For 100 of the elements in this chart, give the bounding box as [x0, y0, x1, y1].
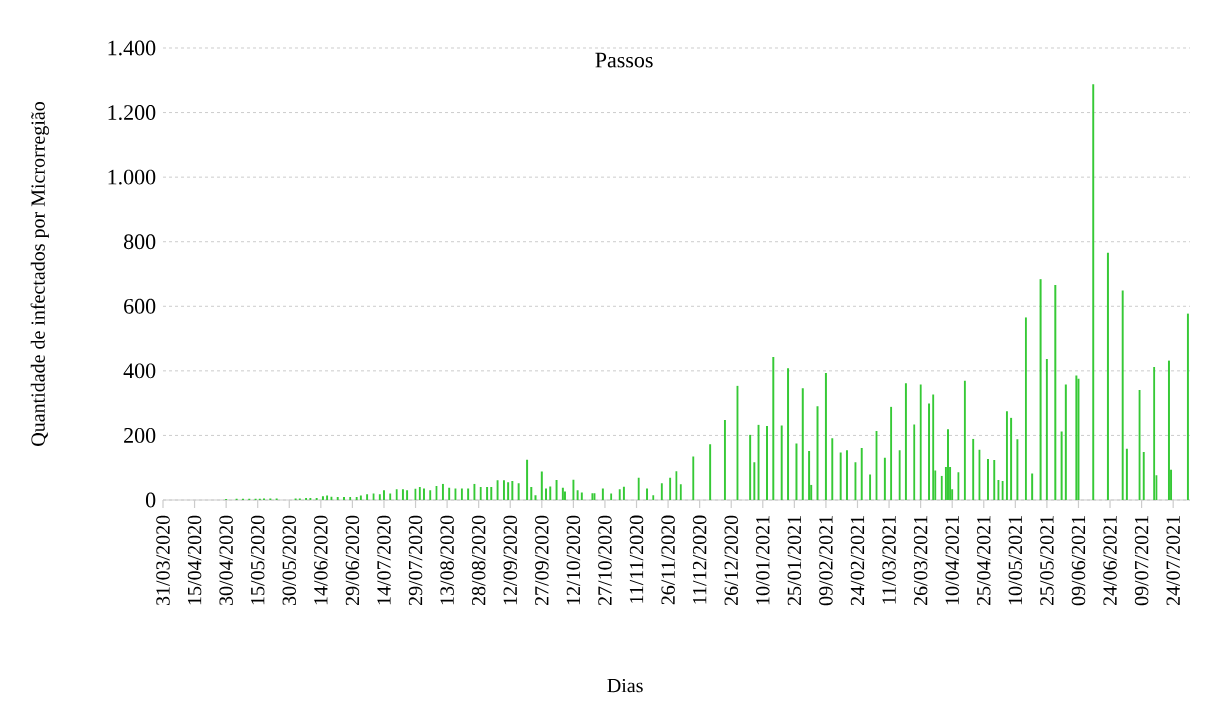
bar [679, 484, 682, 500]
bar [401, 489, 404, 500]
x-tick-label: 31/03/2020 [156, 515, 170, 606]
x-tick-label: 11/12/2020 [692, 515, 707, 604]
bar [382, 490, 385, 500]
x-tick-label: 28/08/2020 [471, 515, 486, 606]
chart-title: Passos [595, 52, 653, 68]
bar [467, 488, 470, 500]
bar [963, 380, 966, 500]
bar [618, 489, 621, 500]
x-tick-label: 15/04/2020 [187, 515, 202, 605]
bar [359, 495, 362, 500]
bar [534, 495, 537, 500]
bar [637, 477, 640, 500]
bar [540, 471, 543, 500]
bar [336, 497, 339, 500]
x-tick-label: 11/03/2021 [882, 516, 896, 604]
bar [580, 492, 583, 500]
bar [1106, 252, 1109, 500]
y-tick-label: 200 [124, 428, 156, 443]
bar [1054, 284, 1057, 500]
x-tick-label: 12/09/2020 [503, 515, 517, 605]
bar [1121, 290, 1124, 500]
bar [766, 426, 768, 500]
bar [652, 495, 655, 500]
bar [526, 459, 529, 500]
bar [669, 477, 672, 500]
bar [753, 462, 756, 500]
y-axis-title: Quantidade de infectados por Microrregião [30, 102, 49, 446]
bar [326, 495, 329, 500]
bar [709, 444, 712, 500]
x-tick-label: 10/04/2021 [945, 516, 959, 605]
bar [824, 373, 827, 500]
bar [473, 483, 476, 500]
bar [860, 448, 863, 500]
bar [441, 483, 444, 500]
y-tick-label: 1.200 [108, 105, 156, 121]
bar [1167, 360, 1170, 500]
x-tick-label: 26/11/2020 [661, 515, 675, 605]
x-tick-label: 29/07/2020 [408, 515, 423, 606]
x-tick-label: 12/10/2020 [566, 515, 581, 605]
bar [422, 488, 425, 500]
bar [1016, 439, 1019, 500]
x-tick-label: 09/07/2021 [1134, 516, 1149, 606]
bar [460, 488, 463, 500]
x-tick-label: 30/05/2020 [282, 515, 297, 606]
x-tick-label: 24/06/2021 [1103, 516, 1117, 606]
bar [890, 406, 893, 500]
x-tick-label: 25/05/2021 [1040, 516, 1054, 606]
bar [355, 497, 358, 500]
bar [601, 488, 604, 500]
x-tick-label: 24/07/2021 [1166, 516, 1180, 606]
x-tick-label: 26/03/2021 [913, 516, 928, 606]
bar [646, 488, 649, 500]
bar [490, 487, 493, 500]
x-tick-label: 25/04/2021 [977, 516, 991, 606]
x-tick-label: 25/01/2021 [787, 516, 802, 606]
x-tick-label: 11/11/2020 [629, 515, 644, 603]
bar [845, 450, 848, 500]
bar [940, 475, 943, 500]
bar [801, 388, 804, 500]
bar [563, 491, 566, 500]
bar [395, 489, 398, 500]
bar [1142, 451, 1145, 500]
bar [555, 479, 558, 500]
y-tick-label: 400 [123, 363, 156, 379]
bar [1125, 448, 1128, 500]
bar [448, 487, 451, 500]
bar [576, 490, 579, 500]
x-tick-label: 27/09/2020 [535, 515, 549, 606]
bar [692, 456, 695, 500]
bar [1010, 417, 1013, 500]
bar [349, 497, 352, 500]
bar [723, 419, 726, 500]
x-tick-label: 15/05/2020 [250, 515, 265, 605]
x-tick-label: 10/05/2021 [1008, 516, 1023, 605]
bar [1031, 473, 1034, 500]
x-tick-label: 13/08/2020 [440, 515, 454, 605]
bar [1153, 366, 1156, 500]
bar [342, 497, 345, 500]
x-tick-label: 27/10/2020 [598, 515, 612, 606]
bar [928, 403, 931, 500]
bar [795, 443, 798, 500]
bar [561, 487, 564, 500]
bar [898, 450, 901, 500]
x-tick-label: 24/02/2021 [850, 516, 865, 606]
bar [610, 493, 613, 500]
y-tick-label: 0 [145, 492, 156, 508]
bar [389, 493, 392, 500]
bar [622, 486, 625, 500]
x-tick-label: 09/02/2021 [819, 516, 833, 606]
y-tick-label: 1.000 [108, 169, 156, 185]
bar [418, 487, 421, 500]
bar [321, 496, 324, 500]
x-tick-label: 09/06/2021 [1071, 516, 1086, 606]
bar [486, 487, 489, 500]
x-tick-label: 10/01/2021 [756, 516, 770, 605]
bar [1186, 313, 1189, 500]
bar [366, 494, 369, 500]
y-tick-label: 1.400 [108, 40, 156, 56]
